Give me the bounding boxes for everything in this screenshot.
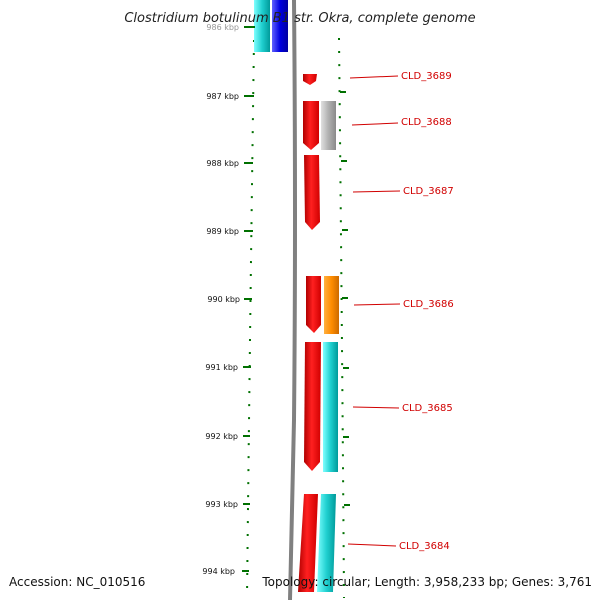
- gene-label-cld-3684[interactable]: CLD_3684: [399, 541, 450, 552]
- cds-arrow-3689: [303, 74, 317, 85]
- tick-label: 987 kbp: [206, 92, 239, 101]
- cds-arrow-3685: [304, 342, 321, 471]
- blue-feature-top: [272, 0, 288, 52]
- cyan-feature-top: [254, 0, 270, 52]
- map-title: Clostridium botulinum B1 str. Okra, comp…: [124, 11, 475, 26]
- gene-label-cld-3688[interactable]: CLD_3688: [401, 117, 452, 128]
- tick-label: 994 kbp: [202, 567, 235, 576]
- orange-feature: [324, 276, 339, 334]
- leader-line: [353, 303, 401, 306]
- gene-label-cld-3687[interactable]: CLD_3687: [403, 186, 454, 197]
- leader-line: [349, 75, 399, 79]
- right-ticks: [340, 91, 350, 506]
- leader-line: [352, 190, 401, 193]
- tick-label: 993 kbp: [205, 500, 238, 509]
- leader-line: [347, 543, 397, 547]
- topology-text: Topology: circular; Length: 3,958,233 bp…: [261, 575, 592, 589]
- cds-track: [298, 74, 321, 592]
- tick-label: 990 kbp: [207, 295, 240, 304]
- gene-label-cld-3685[interactable]: CLD_3685: [402, 403, 453, 414]
- tick-label: 986 kbp: [206, 23, 239, 32]
- gene-label-cld-3689[interactable]: CLD_3689: [401, 71, 452, 82]
- ruler-dots-right: [338, 37, 345, 599]
- cyan-feature-bottom: [317, 494, 336, 592]
- coordinate-axis: 986 kbp 987 kbp 988 kbp 989 kbp 990 kbp …: [202, 23, 255, 576]
- feature-track: [317, 101, 339, 592]
- cds-arrow-3686: [306, 276, 321, 333]
- top-features: [254, 0, 288, 52]
- cds-arrow-3688: [303, 101, 319, 150]
- tick-label: 988 kbp: [206, 159, 239, 168]
- tick-label: 992 kbp: [205, 432, 238, 441]
- cds-arrow-3687: [304, 155, 320, 230]
- genome-backbone: [288, 0, 297, 600]
- ruler-dots-left: [246, 39, 255, 599]
- gene-labels: CLD_3689 CLD_3688 CLD_3687 CLD_3686 CLD_…: [347, 71, 454, 552]
- cyan-feature-mid: [323, 342, 338, 472]
- tick-label: 989 kbp: [206, 227, 239, 236]
- leader-line: [351, 122, 399, 126]
- gray-feature: [321, 101, 336, 150]
- accession-text: Accession: NC_010516: [9, 575, 145, 589]
- cds-arrow-3684: [298, 494, 318, 592]
- gene-label-cld-3686[interactable]: CLD_3686: [403, 299, 454, 310]
- tick-label: 991 kbp: [205, 363, 238, 372]
- leader-line: [352, 406, 400, 409]
